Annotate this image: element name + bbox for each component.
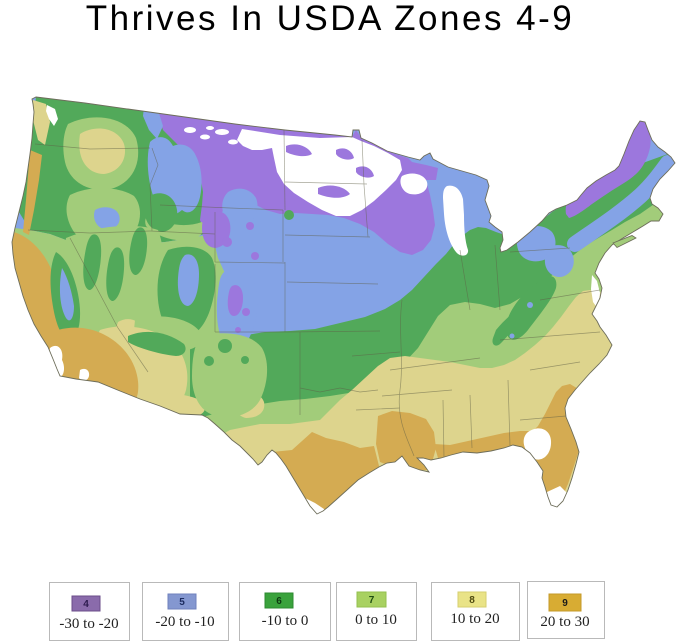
svg-text:-10 to 0: -10 to 0 (262, 613, 309, 629)
svg-text:5: 5 (179, 597, 185, 608)
svg-text:20 to 30: 20 to 30 (540, 614, 589, 630)
svg-text:-20 to -10: -20 to -10 (155, 614, 214, 630)
svg-text:-30 to -20: -30 to -20 (59, 616, 118, 632)
svg-text:8: 8 (469, 595, 475, 606)
svg-text:6: 6 (276, 596, 282, 607)
svg-text:7: 7 (369, 595, 375, 606)
svg-text:0 to 10: 0 to 10 (355, 612, 397, 628)
svg-text:10 to 20: 10 to 20 (450, 611, 499, 627)
svg-text:9: 9 (562, 598, 568, 609)
svg-text:4: 4 (83, 599, 89, 610)
svg-text:Thrives In USDA Zones 4-9: Thrives In USDA Zones 4-9 (86, 0, 575, 38)
